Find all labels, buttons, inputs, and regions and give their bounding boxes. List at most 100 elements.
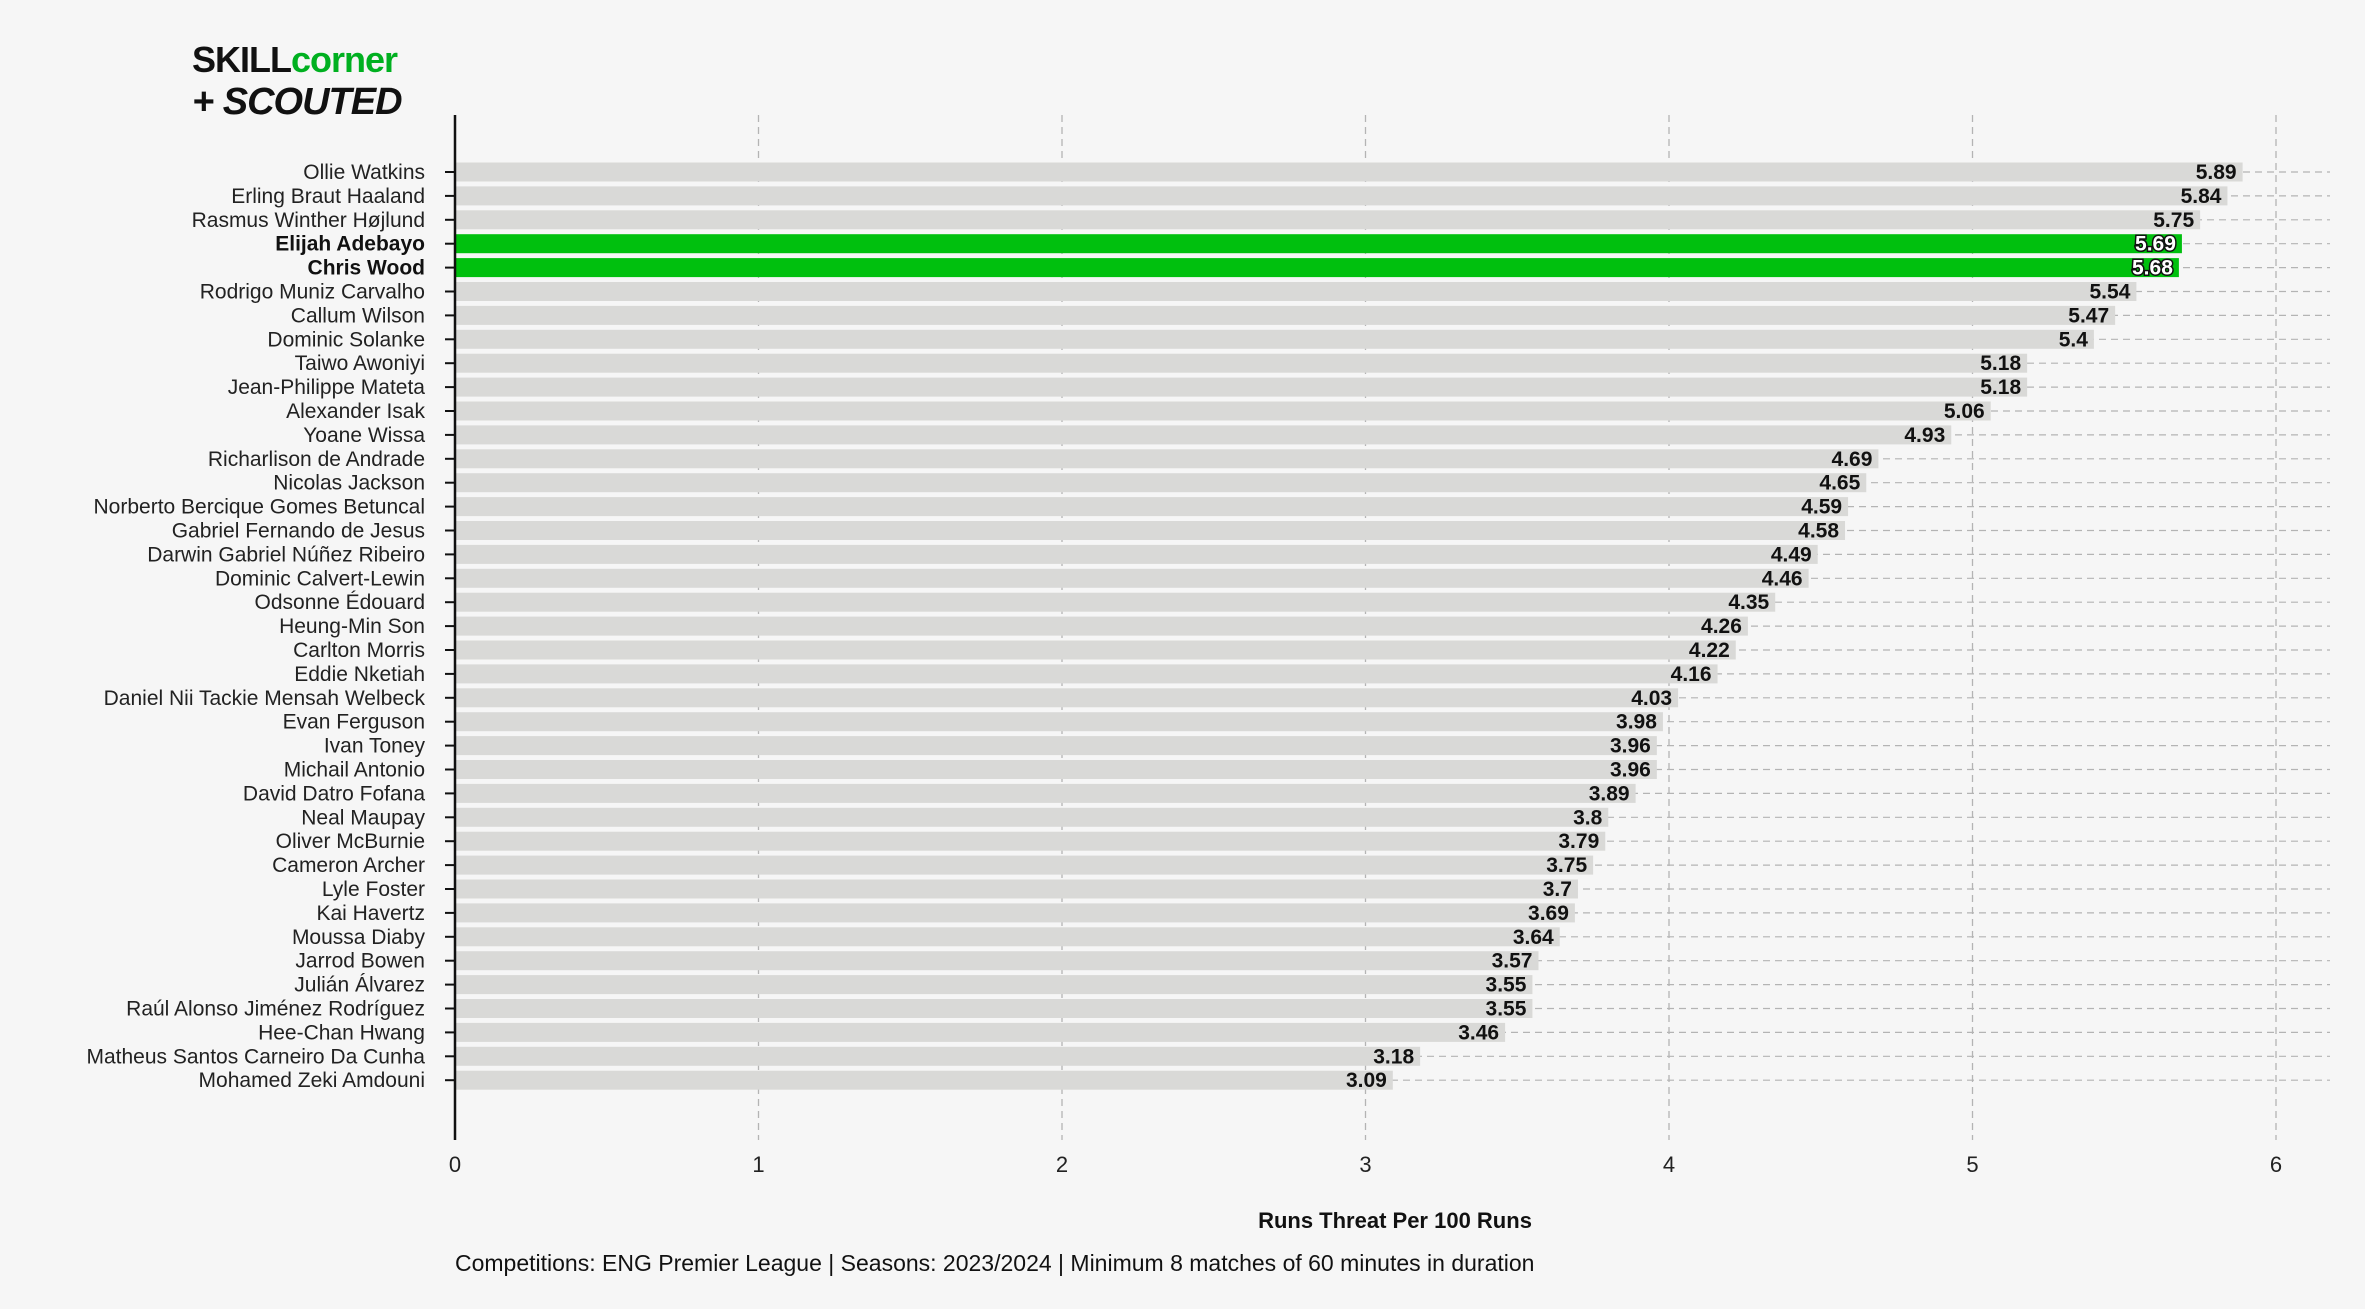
bar	[455, 783, 1636, 803]
value-label: 4.65	[1819, 472, 1860, 495]
bar	[455, 425, 1952, 445]
category-label: Daniel Nii Tackie Mensah Welbeck	[104, 687, 426, 710]
bar	[455, 377, 2028, 397]
value-label: 4.69	[1832, 448, 1873, 471]
value-label: 4.35	[1728, 591, 1769, 614]
category-label: Odsonne Édouard	[255, 591, 425, 614]
category-label: Norberto Bercique Gomes Betuncal	[94, 496, 426, 519]
x-tick-label: 1	[752, 1152, 764, 1177]
bar	[455, 282, 2137, 301]
category-label: Moussa Diaby	[292, 926, 426, 949]
category-label: Michail Antonio	[284, 759, 425, 782]
value-label: 5.68	[2132, 257, 2173, 280]
bar	[455, 401, 1991, 421]
category-label: Matheus Santos Carneiro Da Cunha	[86, 1045, 425, 1068]
value-label: 4.58	[1798, 520, 1839, 543]
bar	[455, 449, 1879, 469]
value-label: 5.47	[2068, 304, 2109, 327]
category-label: Erling Braut Haaland	[231, 185, 425, 208]
category-label: Jarrod Bowen	[295, 950, 425, 973]
category-label: Dominic Solanke	[267, 328, 425, 351]
bar	[455, 807, 1609, 827]
category-label: Richarlison de Andrade	[208, 448, 425, 471]
value-label: 3.79	[1558, 830, 1599, 853]
value-label: 3.55	[1486, 998, 1527, 1021]
category-label: Jean-Philippe Mateta	[228, 376, 426, 399]
value-label: 5.75	[2153, 209, 2194, 232]
value-label: 4.46	[1762, 567, 1803, 590]
value-label: 4.22	[1689, 639, 1730, 662]
category-label: Julián Álvarez	[294, 974, 425, 997]
bar	[455, 544, 1818, 564]
value-label: 3.69	[1528, 902, 1569, 925]
category-label: Lyle Foster	[322, 878, 425, 901]
value-label: 5.06	[1944, 400, 1985, 423]
axes: 0 1 2 3 4 5 6	[445, 115, 2282, 1177]
value-label: 3.18	[1373, 1045, 1414, 1068]
category-label: Darwin Gabriel Núñez Ribeiro	[147, 543, 425, 566]
value-label: 4.59	[1801, 496, 1842, 519]
value-label: 5.54	[2090, 281, 2131, 304]
value-label: 4.93	[1904, 424, 1945, 447]
category-label: Kai Havertz	[316, 902, 425, 925]
bar	[455, 927, 1560, 947]
value-label: 4.16	[1671, 663, 1712, 686]
category-label: Gabriel Fernando de Jesus	[172, 520, 425, 543]
value-labels: 5.895.845.755.695.685.545.475.45.185.185…	[1346, 161, 2237, 1092]
bar	[455, 473, 1867, 493]
x-axis-label: Runs Threat Per 100 Runs	[1258, 1208, 1532, 1233]
bar	[455, 903, 1575, 923]
bar	[455, 1022, 1506, 1042]
logo-corner: corner	[291, 42, 398, 80]
value-label: 3.75	[1546, 854, 1587, 877]
logo-skill: SKILL	[192, 42, 291, 80]
category-label: Carlton Morris	[293, 639, 425, 662]
bars	[455, 162, 2243, 1090]
category-label: Eddie Nketiah	[294, 663, 425, 686]
category-label: Oliver McBurnie	[276, 830, 425, 853]
category-label: Taiwo Awoniyi	[295, 352, 425, 375]
category-label: Callum Wilson	[291, 304, 425, 327]
value-label: 4.03	[1631, 687, 1672, 710]
x-tick-label: 4	[1663, 1152, 1675, 1177]
category-label: Yoane Wissa	[303, 424, 425, 447]
x-tick-label: 6	[2270, 1152, 2282, 1177]
category-label: Heung-Min Son	[279, 615, 425, 638]
category-label: Dominic Calvert-Lewin	[215, 567, 425, 590]
value-label: 3.89	[1589, 782, 1630, 805]
category-label: Evan Ferguson	[283, 711, 425, 734]
value-label: 3.96	[1610, 735, 1651, 758]
skillcorner-scouted-logo: SKILLcorner + SCOUTED	[192, 42, 403, 122]
bar	[455, 329, 2094, 349]
value-label: 3.96	[1610, 759, 1651, 782]
bar	[455, 975, 1533, 995]
value-label: 3.57	[1492, 950, 1533, 973]
bar	[455, 305, 2116, 325]
x-tick-label: 3	[1359, 1152, 1371, 1177]
x-tick-label: 2	[1056, 1152, 1068, 1177]
bar	[455, 999, 1533, 1018]
bar	[455, 760, 1657, 779]
bar	[455, 879, 1578, 899]
bar	[455, 234, 2182, 254]
bar	[455, 210, 2201, 230]
category-label: Cameron Archer	[272, 854, 425, 877]
bar	[455, 521, 1846, 540]
value-label: 5.18	[1980, 352, 2021, 375]
category-label: Nicolas Jackson	[273, 472, 425, 495]
value-label: 3.98	[1616, 711, 1657, 734]
category-label: Mohamed Zeki Amdouni	[199, 1069, 425, 1092]
value-label: 4.49	[1771, 543, 1812, 566]
bar	[455, 568, 1809, 588]
value-label: 5.69	[2135, 233, 2176, 256]
bar	[455, 855, 1594, 875]
bar	[455, 712, 1663, 732]
value-label: 3.64	[1513, 926, 1554, 949]
bar	[455, 162, 2243, 182]
category-label: Rasmus Winther Højlund	[192, 209, 425, 232]
category-label: Elijah Adebayo	[275, 233, 425, 256]
bar	[455, 353, 2028, 373]
bar	[455, 1046, 1421, 1066]
